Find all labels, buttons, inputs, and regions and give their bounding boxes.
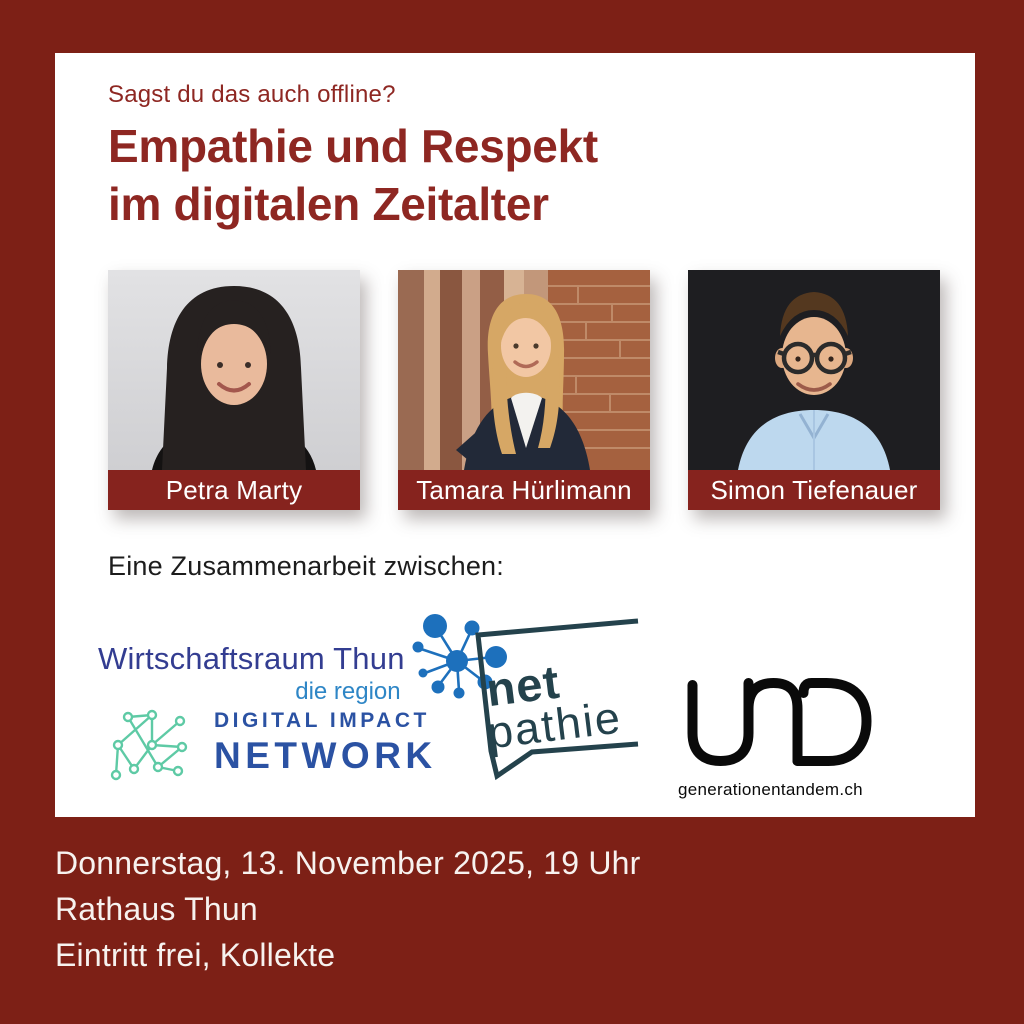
collaboration-label: Eine Zusammenarbeit zwischen: xyxy=(108,551,504,581)
netpathie-net-text: net xyxy=(483,655,562,717)
network-line: NETWORK xyxy=(214,735,437,776)
speaker-card-petra-marty: Petra Marty xyxy=(108,270,360,510)
portrait-simon-tiefenauer xyxy=(688,270,940,470)
speaker-name-petra-marty: Petra Marty xyxy=(108,470,360,510)
event-location: Rathaus Thun xyxy=(55,891,258,927)
wirtschaftsraum-thun-name: Wirtschaftsraum Thun xyxy=(98,641,405,676)
portrait-tamara-huerlimann xyxy=(398,270,650,470)
network-starburst-icon xyxy=(412,614,507,699)
kicker-text: Sagst du das auch offline? xyxy=(108,81,396,108)
und-wordmark xyxy=(687,677,872,767)
logo-generationentandem: generationentandem.ch xyxy=(676,669,881,800)
portrait-simon-tiefenauer-illustration xyxy=(688,270,940,470)
event-title-line2: im digitalen Zeitalter xyxy=(108,178,549,230)
speech-bubble-icon: net pathie xyxy=(475,618,639,781)
speaker-name-tamara-huerlimann: Tamara Hürlimann xyxy=(398,470,650,510)
digital-impact-line: DIGITAL IMPACT xyxy=(214,709,430,732)
wirtschaftsraum-thun-text: Wirtschaftsraum Thun die region xyxy=(98,641,405,706)
logo-wirtschaftsraum-thun: Wirtschaftsraum Thun die region xyxy=(98,613,509,707)
event-details: Donnerstag, 13. November 2025, 19 Uhr Ra… xyxy=(55,840,641,978)
logo-netpathie: net pathie xyxy=(448,603,648,818)
speakers-row: Petra Marty xyxy=(108,270,940,510)
event-title-line1: Empathie und Respekt xyxy=(108,120,598,172)
portrait-petra-marty-illustration xyxy=(108,270,360,470)
digital-impact-network-text: DIGITAL IMPACT NETWORK xyxy=(214,709,437,777)
event-admission: Eintritt frei, Kollekte xyxy=(55,937,336,973)
wirtschaftsraum-thun-tagline: die region xyxy=(295,678,401,705)
green-network-icon xyxy=(110,709,188,781)
logo-digital-impact-network: DIGITAL IMPACT NETWORK xyxy=(108,703,437,785)
portrait-petra-marty xyxy=(108,270,360,470)
event-date-time: Donnerstag, 13. November 2025, 19 Uhr xyxy=(55,845,641,881)
content-card: Sagst du das auch offline? Empathie und … xyxy=(55,53,975,817)
portrait-tamara-huerlimann-illustration xyxy=(398,270,650,470)
speaker-card-simon-tiefenauer: Simon Tiefenauer xyxy=(688,270,940,510)
speaker-name-simon-tiefenauer: Simon Tiefenauer xyxy=(688,470,940,510)
generationentandem-caption: generationentandem.ch xyxy=(678,780,863,799)
speaker-card-tamara-huerlimann: Tamara Hürlimann xyxy=(398,270,650,510)
event-title: Empathie und Respekt im digitalen Zeital… xyxy=(108,117,598,233)
